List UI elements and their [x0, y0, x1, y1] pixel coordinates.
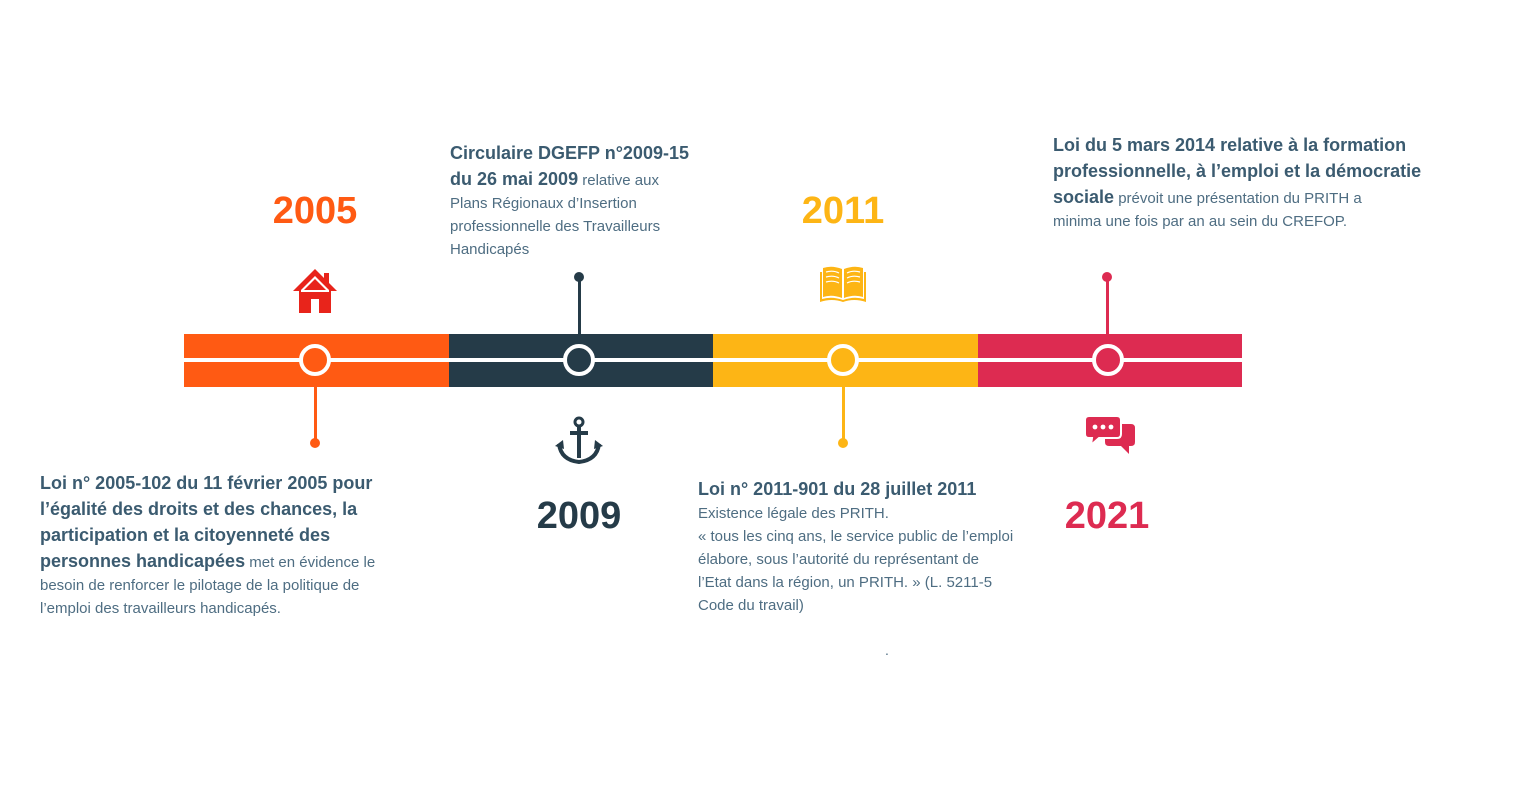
body-line: l’Etat dans la région, un PRITH. » (L. 5… — [698, 574, 993, 591]
title-line: Loi du 5 mars 2014 relative à la formati… — [1053, 135, 1407, 155]
stem-dot-2005 — [310, 438, 320, 448]
anchor-icon — [555, 416, 603, 465]
title-line: professionnelle, à l’emploi et la démocr… — [1053, 161, 1422, 181]
body-line: élabore, sous l’autorité du représentant… — [698, 551, 980, 568]
event-text-2005: Loi n° 2005-102 du 11 février 2005 pour … — [40, 470, 375, 620]
body-line: l’emploi des travailleurs handicapés. — [40, 600, 281, 617]
body-line: « tous les cinq ans, le service public d… — [698, 528, 1014, 545]
timeline-node-2021 — [1092, 344, 1124, 376]
stem-dot-2011 — [838, 438, 848, 448]
body-line: minima une fois par an au sein du CREFOP… — [1053, 213, 1348, 230]
body-line: professionnelle des Travailleurs — [450, 218, 661, 235]
year-label-2005: 2005 — [272, 190, 358, 232]
timeline-node-2011 — [827, 344, 859, 376]
stem-2005 — [314, 386, 317, 442]
timeline-node-2005 — [299, 344, 331, 376]
year-label-2009: 2009 — [536, 495, 622, 537]
body-line: Existence légale des PRITH. — [698, 505, 889, 522]
title-line: Circulaire DGEFP n°2009-15 — [450, 143, 689, 163]
title-line: Loi n° 2011-901 du 28 juillet 2011 — [698, 479, 977, 499]
body-line: besoin de renforcer le pilotage de la po… — [40, 577, 360, 594]
year-label-2021: 2021 — [1064, 495, 1150, 537]
timeline-track-line — [184, 358, 1242, 362]
event-text-2011: Loi n° 2011-901 du 28 juillet 2011 Exist… — [698, 476, 1013, 617]
body-line: Plans Régionaux d’Insertion — [450, 195, 637, 212]
title-line: du 26 mai 2009 — [450, 169, 579, 189]
body-line: Handicapés — [450, 241, 530, 258]
body-line: prévoit une présentation du PRITH a — [1114, 190, 1362, 207]
footnote-dot: . — [885, 642, 889, 658]
stem-dot-2009 — [574, 272, 584, 282]
title-line: personnes handicapées — [40, 551, 246, 571]
title-line: l’égalité des droits et des chances, la — [40, 499, 358, 519]
book-icon — [820, 266, 866, 302]
title-line: Loi n° 2005-102 du 11 février 2005 pour — [40, 473, 373, 493]
house-icon — [293, 269, 337, 313]
timeline-node-2009 — [563, 344, 595, 376]
chat-bubbles-icon — [1085, 415, 1135, 454]
stem-2011 — [842, 386, 845, 442]
event-text-2021: Loi du 5 mars 2014 relative à la formati… — [1053, 132, 1421, 233]
body-line: Code du travail) — [698, 597, 804, 614]
year-label-2011: 2011 — [801, 190, 885, 232]
title-line: participation et la citoyenneté des — [40, 525, 331, 545]
body-line: met en évidence le — [245, 554, 376, 571]
stem-2021 — [1106, 278, 1109, 334]
body-line: relative aux — [578, 172, 659, 189]
stem-2009 — [578, 278, 581, 334]
title-line: sociale — [1053, 187, 1115, 207]
event-text-2009: Circulaire DGEFP n°2009-15 du 26 mai 200… — [450, 140, 689, 261]
stem-dot-2021 — [1102, 272, 1112, 282]
